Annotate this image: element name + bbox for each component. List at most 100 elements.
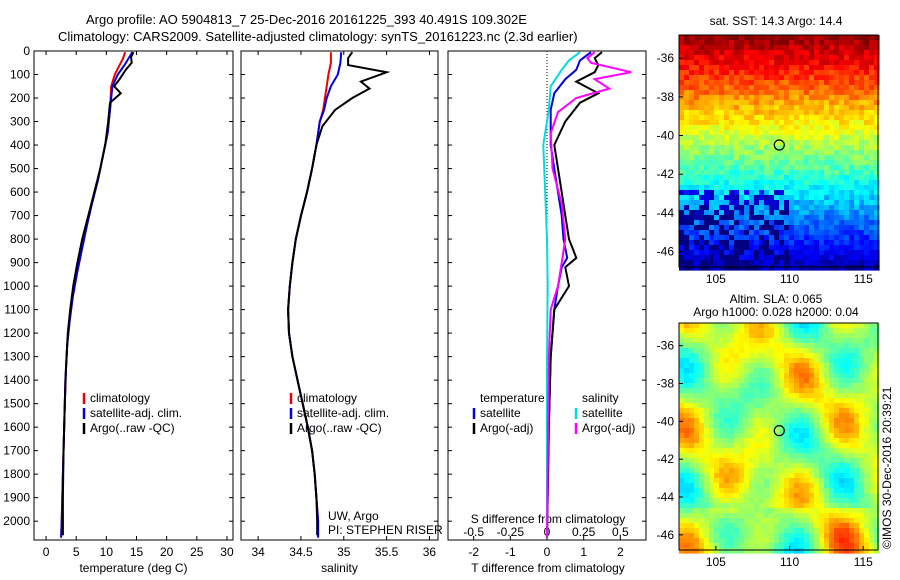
sst_map-cell: [724, 220, 730, 226]
sla_map-cell: [704, 343, 710, 349]
sla_map-cell: [714, 458, 720, 464]
sla_map-cell: [779, 388, 785, 394]
sst_map-cell: [839, 225, 845, 231]
sst_map-cell: [859, 120, 865, 126]
sst_map-cell: [724, 95, 730, 101]
sla_map-cell: [694, 503, 700, 509]
sst_map-cell: [804, 180, 810, 186]
sst_map-cell: [679, 50, 685, 56]
sst_map-cell: [859, 65, 865, 71]
sst_map-cell: [749, 255, 755, 261]
sla_map-cell: [759, 463, 765, 469]
sla_map-cell: [769, 388, 775, 394]
sst_map-cell: [824, 235, 830, 241]
sla_map-cell: [859, 368, 865, 374]
sla_map-cell: [799, 423, 805, 429]
sla_map-cell: [834, 528, 840, 534]
sla_map-cell: [794, 523, 800, 529]
sst_map-cell: [874, 140, 880, 146]
sla_map-cell: [814, 483, 820, 489]
sst_map-cell: [684, 265, 690, 271]
sst_map-cell: [869, 220, 875, 226]
sla_map-cell: [739, 348, 745, 354]
sla_map-cell: [759, 373, 765, 379]
sst_map-cell: [874, 90, 880, 96]
sst_map-cell: [744, 195, 750, 201]
sla_map-cell: [804, 488, 810, 494]
sla_map-cell: [829, 473, 835, 479]
sst_map-cell: [824, 135, 830, 141]
sst_map-cell: [874, 135, 880, 141]
sst_map-cell: [859, 165, 865, 171]
sla_map-cell: [759, 333, 765, 339]
sla_map-cell: [829, 523, 835, 529]
sst_map-cell: [709, 175, 715, 181]
sla_map-cell: [769, 438, 775, 444]
sst_map-cell: [714, 205, 720, 211]
sst_map-cell: [869, 240, 875, 246]
sst_map-cell: [699, 85, 705, 91]
sst_map-cell: [709, 60, 715, 66]
sla_map-cell: [849, 428, 855, 434]
sla_map-cell: [799, 503, 805, 509]
sla_map-cell: [859, 388, 865, 394]
sla_map-cell: [749, 333, 755, 339]
sla_map-cell: [839, 363, 845, 369]
sst_map-cell: [789, 100, 795, 106]
sst_map-cell: [694, 195, 700, 201]
sst_map-cell: [814, 115, 820, 121]
sla_map-cell: [829, 373, 835, 379]
sla_map-cell: [829, 453, 835, 459]
sst_map-cell: [854, 230, 860, 236]
sst_map-cell: [769, 205, 775, 211]
sla_map-cell: [779, 548, 785, 554]
sst_map-cell: [769, 45, 775, 51]
sla_map-frame: [678, 322, 879, 551]
sla_map-cell: [774, 468, 780, 474]
sla_map-cell: [704, 483, 710, 489]
sst_map-cell: [689, 240, 695, 246]
sla_map-cell: [784, 438, 790, 444]
sst_map-cell: [694, 115, 700, 121]
sla_map-cell: [679, 493, 685, 499]
sst_map-cell: [739, 215, 745, 221]
sst_map-cell: [684, 50, 690, 56]
sla_map-cell: [779, 523, 785, 529]
sla_map-cell: [724, 498, 730, 504]
sla_map-cell: [814, 458, 820, 464]
sst_map-cell: [844, 210, 850, 216]
sla_map-cell: [864, 423, 870, 429]
sst_map-cell: [689, 200, 695, 206]
t-diff-tick-label: 0: [544, 545, 551, 559]
sst_map-cell: [754, 210, 760, 216]
sst_map-cell: [704, 115, 710, 121]
sst_map-cell: [869, 120, 875, 126]
sla_map-cell: [869, 488, 875, 494]
sst_map-cell: [869, 100, 875, 106]
sst_map-cell: [864, 90, 870, 96]
sla_map-cell: [764, 508, 770, 514]
sst_map-cell: [819, 130, 825, 136]
sla_map-cell: [764, 373, 770, 379]
sla_map-cell: [704, 388, 710, 394]
sla_map-cell: [744, 548, 750, 554]
sst_map-cell: [694, 235, 700, 241]
sst_map-cell: [834, 250, 840, 256]
sst_map-cell: [699, 100, 705, 106]
sla_map-cell: [814, 363, 820, 369]
sst_map-cell: [744, 80, 750, 86]
sla_map-cell: [734, 398, 740, 404]
sla_map-cell: [709, 373, 715, 379]
sla_map-cell: [809, 538, 815, 544]
sla_map-cell: [709, 498, 715, 504]
sst_map-cell: [854, 205, 860, 211]
sst_map-cell: [699, 250, 705, 256]
sla_map-cell: [804, 378, 810, 384]
sla_map-cell: [794, 428, 800, 434]
depth-tick-label: 900: [10, 256, 30, 270]
sst_map-cell: [699, 210, 705, 216]
sst_map-cell: [684, 230, 690, 236]
sst_map-cell: [844, 65, 850, 71]
sst_map-cell: [744, 230, 750, 236]
sst_map-cell: [759, 175, 765, 181]
